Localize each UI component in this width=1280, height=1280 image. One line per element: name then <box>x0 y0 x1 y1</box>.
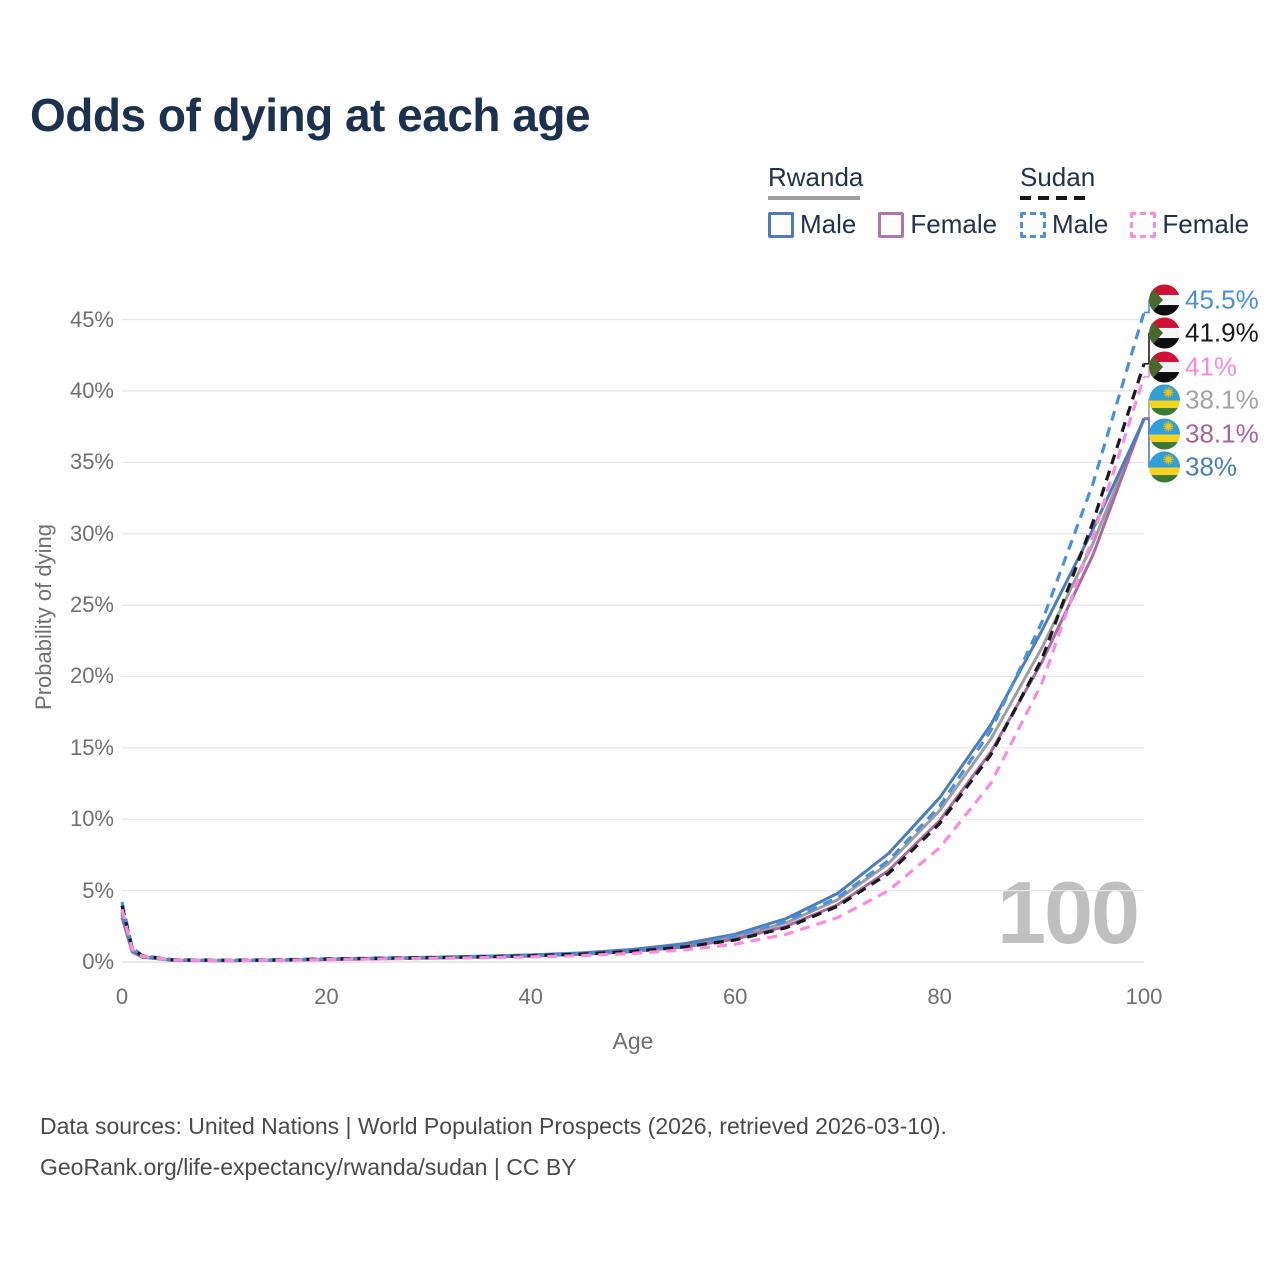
end-label-value-rwanda-total: 38.1% <box>1185 384 1259 415</box>
end-label-value-sudan-female: 41% <box>1185 351 1238 382</box>
y-tick-35: 35% <box>69 449 114 475</box>
y-tick-0: 0% <box>82 949 114 974</box>
y-tick-10: 10% <box>69 806 114 832</box>
legend-label-sudan-female[interactable]: Female <box>1162 209 1250 239</box>
data-sources-line: Data sources: United Nations | World Pop… <box>40 1113 947 1139</box>
legend-rule-sudan <box>1020 196 1092 200</box>
y-tick-25: 25% <box>69 592 114 618</box>
series-line-rwanda-total[interactable] <box>120 417 1146 963</box>
legend-label-rwanda-male[interactable]: Male <box>800 209 857 239</box>
x-tick-100: 100 <box>1125 984 1163 1009</box>
series-line-rwanda-female[interactable] <box>120 417 1146 963</box>
end-label-value-rwanda-female: 38.1% <box>1185 418 1259 449</box>
legend-label-rwanda-female[interactable]: Female <box>910 209 998 239</box>
legend-group-sudan: Sudan Male Female <box>1020 162 1249 240</box>
end-label-sudan-total: 41.9% <box>1149 317 1259 349</box>
end-label-sudan-male: 45.5% <box>1149 284 1259 316</box>
sudan-flag-icon <box>1149 284 1180 316</box>
end-label-value-rwanda-male: 38% <box>1185 451 1238 482</box>
footer: Data sources: United Nations | World Pop… <box>40 1106 947 1188</box>
sudan-flag-icon <box>1149 351 1180 383</box>
y-tick-5: 5% <box>82 877 114 903</box>
y-tick-45: 45% <box>69 306 114 332</box>
page-title: Odds of dying at each age <box>30 89 591 141</box>
legend-group-rwanda: Rwanda Male Female <box>768 162 997 240</box>
series-line-sudan-total[interactable] <box>120 363 1146 962</box>
end-label-value-sudan-total: 41.9% <box>1185 317 1259 348</box>
x-tick-40: 40 <box>518 984 544 1009</box>
x-tick-20: 20 <box>314 984 339 1009</box>
y-tick-30: 30% <box>69 520 114 546</box>
legend-swatch-sudan-female[interactable] <box>1130 211 1157 238</box>
x-tick-60: 60 <box>722 984 748 1009</box>
legend-country-sudan: Sudan <box>1020 162 1096 192</box>
attribution-line: GeoRank.org/life-expectancy/rwanda/sudan… <box>40 1154 577 1180</box>
end-label-rwanda-female: 38.1% <box>1149 418 1259 450</box>
age-watermark: 100 <box>997 863 1140 962</box>
y-tick-15: 15% <box>69 734 114 760</box>
legend-label-sudan-male[interactable]: Male <box>1052 209 1109 239</box>
rwanda-flag-icon <box>1149 418 1180 450</box>
x-tick-80: 80 <box>927 984 952 1009</box>
series-line-sudan-female[interactable] <box>120 376 1146 962</box>
legend-country-rwanda: Rwanda <box>768 162 864 192</box>
end-label-rwanda-total: 38.1% <box>1149 384 1259 416</box>
legend-rule-rwanda <box>768 196 860 200</box>
y-tick-40: 40% <box>69 377 114 403</box>
x-axis-title: Age <box>612 1028 654 1054</box>
y-tick-20: 20% <box>69 663 114 689</box>
rwanda-flag-icon <box>1149 384 1180 416</box>
legend-swatch-rwanda-female[interactable] <box>878 211 905 238</box>
rwanda-flag-icon <box>1149 451 1180 483</box>
legend-swatch-rwanda-male[interactable] <box>768 211 794 238</box>
end-label-rwanda-male: 38% <box>1149 451 1238 483</box>
end-label-sudan-female: 41% <box>1149 351 1238 383</box>
legend-swatch-sudan-male[interactable] <box>1020 211 1046 238</box>
series-line-rwanda-male[interactable] <box>120 418 1146 963</box>
sudan-flag-icon <box>1149 317 1180 349</box>
y-axis-title: Probability of dying <box>31 524 56 710</box>
x-tick-0: 0 <box>115 984 129 1009</box>
series-line-sudan-male[interactable] <box>120 311 1146 962</box>
end-label-value-sudan-male: 45.5% <box>1185 284 1259 315</box>
